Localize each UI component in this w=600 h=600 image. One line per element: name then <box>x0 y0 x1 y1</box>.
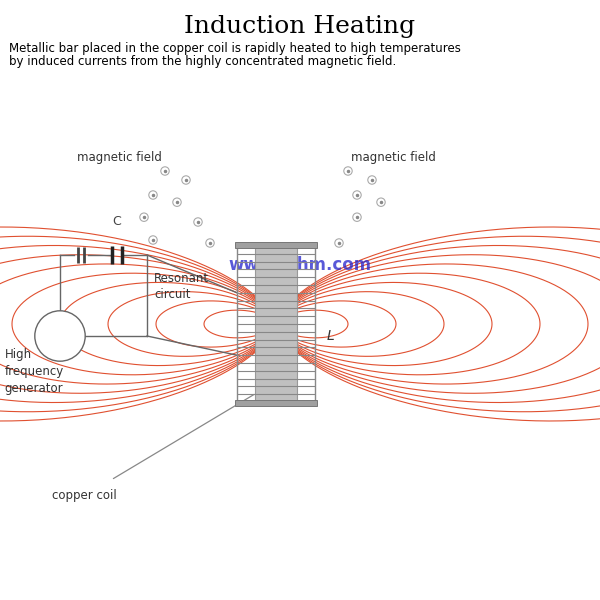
Circle shape <box>377 198 385 206</box>
Circle shape <box>149 236 157 244</box>
Bar <box>237 246 315 402</box>
Circle shape <box>194 218 202 226</box>
Circle shape <box>149 191 157 199</box>
Text: magnetic field: magnetic field <box>77 151 162 164</box>
Bar <box>235 400 317 406</box>
Text: www.uihm.com: www.uihm.com <box>229 256 371 274</box>
Text: by induced currents from the highly concentrated magnetic field.: by induced currents from the highly conc… <box>9 55 396 68</box>
Bar <box>235 242 317 248</box>
Text: L: L <box>327 329 335 343</box>
Text: Metallic bar placed in the copper coil is rapidly heated to high temperatures: Metallic bar placed in the copper coil i… <box>9 42 461 55</box>
Circle shape <box>35 311 85 361</box>
Text: High
frequency
generator: High frequency generator <box>5 348 64 395</box>
Circle shape <box>344 167 352 175</box>
Circle shape <box>353 213 361 221</box>
Circle shape <box>206 239 214 247</box>
Bar <box>254 246 298 402</box>
Text: Induction Heating: Induction Heating <box>184 15 416 38</box>
Circle shape <box>173 198 181 206</box>
Circle shape <box>140 213 148 221</box>
Circle shape <box>368 176 376 184</box>
Text: copper coil: copper coil <box>52 489 116 502</box>
Circle shape <box>161 167 169 175</box>
Text: magnetic field: magnetic field <box>351 151 436 164</box>
Circle shape <box>335 239 343 247</box>
Circle shape <box>353 191 361 199</box>
Circle shape <box>182 176 190 184</box>
Text: Resonant
circuit: Resonant circuit <box>154 271 209 301</box>
Text: C: C <box>113 215 121 228</box>
